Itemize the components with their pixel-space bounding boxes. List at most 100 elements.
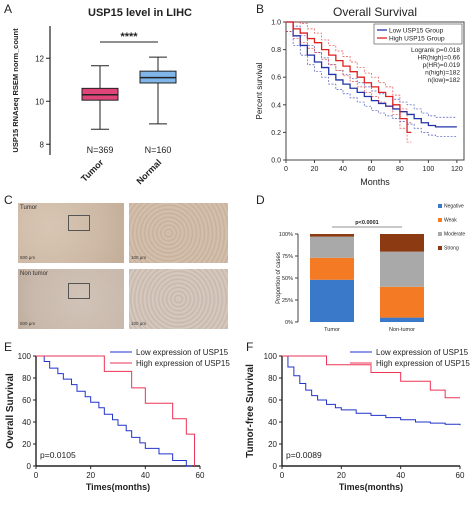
- x-tick-label: Non-tumor: [389, 327, 415, 333]
- y-tick-label: 0: [27, 462, 32, 471]
- x-tick-label: 20: [86, 471, 95, 480]
- legend-entry: Low expression of USP15: [136, 348, 229, 357]
- x-tick-label: Normal: [134, 157, 163, 186]
- survival-line-low-expression-of-usp15: [282, 355, 461, 426]
- y-tick-label: 0.4: [271, 102, 281, 109]
- n-label: N=160: [145, 145, 172, 155]
- y-tick-label: 20: [22, 440, 31, 449]
- survival-line-high-expression-of-usp15: [36, 355, 196, 466]
- bar-segment-weak: [310, 257, 354, 280]
- x-tick-label: 0: [284, 166, 288, 173]
- panel-label-f: F: [246, 340, 254, 354]
- x-tick-label: 40: [339, 166, 347, 173]
- micro-tumor-low: Tumor 500 μm: [18, 203, 124, 263]
- survival-line-low-expression-of-usp15: [36, 355, 192, 467]
- legend-entry: Weak: [444, 218, 457, 224]
- legend-entry: Low expression of USP15: [376, 348, 469, 357]
- scale-bar-label: 500 μm: [20, 321, 36, 326]
- y-tick-label: 20: [268, 440, 277, 449]
- x-tick-label: 40: [396, 471, 405, 480]
- y-axis-label: Overall Survival: [5, 373, 16, 449]
- bar-segment-moderate: [380, 251, 424, 287]
- chart-title: USP15 level in LIHC: [88, 7, 192, 19]
- y-tick-label: 80: [22, 374, 31, 383]
- panel-label-c: C: [4, 193, 13, 207]
- scale-bar-label: 100 μm: [131, 321, 147, 326]
- bar-segment-negative: [380, 317, 424, 322]
- bar-segment-negative: [310, 279, 354, 322]
- x-tick-label: 60: [456, 471, 465, 480]
- ci-lower-line: [286, 31, 412, 143]
- panel-label-d: D: [256, 193, 265, 207]
- y-tick-label: 60: [22, 396, 31, 405]
- y-tick-label: 0.0: [271, 158, 281, 165]
- y-tick-label: 60: [268, 396, 277, 405]
- x-tick-label: Tumor: [324, 327, 340, 333]
- x-tick-label: 100: [423, 166, 435, 173]
- stat-label: Logrank p=0.018: [411, 47, 460, 54]
- y-axis-label: Proportion of cases: [276, 252, 282, 304]
- stat-label: HR(high)=0.66: [418, 55, 461, 62]
- x-tick-label: Tumor: [79, 157, 106, 184]
- x-tick-label: 80: [396, 166, 404, 173]
- y-tick-label: 25%: [282, 298, 293, 304]
- panel-d-stacked-bar: 0% 25% 50% 75% 100% Proportion of cases Tumor N…: [276, 204, 465, 334]
- x-tick-label: 60: [196, 471, 205, 480]
- x-tick-label: 120: [451, 166, 463, 173]
- panel-label-e: E: [4, 340, 13, 354]
- y-tick-label: 0: [273, 462, 278, 471]
- stat-label: n(low)=182: [428, 77, 461, 84]
- x-tick-label: 20: [311, 166, 319, 173]
- bar-segment-strong: [310, 234, 354, 237]
- y-tick-label: 40: [22, 418, 31, 427]
- stat-label: p(HR)=0.019: [423, 62, 461, 69]
- micro-nontumor-high: 100 μm: [129, 269, 228, 329]
- legend-box: [373, 23, 463, 45]
- n-label: N=369: [87, 145, 114, 155]
- y-tick-label: 40: [268, 418, 277, 427]
- panel-b-km-plot: Overall Survival 0 20 40 60 80 100 120 0.0 0.2 0.4…: [255, 5, 465, 187]
- scale-bar-label: 500 μm: [20, 255, 36, 260]
- ci-lower-line: [286, 31, 457, 137]
- zoom-box: [68, 283, 90, 299]
- y-tick-label: 0.2: [271, 130, 281, 137]
- y-tick-label: 1.0: [271, 20, 281, 27]
- y-tick-label: 0%: [285, 320, 293, 326]
- legend-swatch: [438, 204, 442, 208]
- chart-title: Overall Survival: [333, 5, 417, 19]
- y-tick-label: 80: [268, 374, 277, 383]
- survival-line-low-usp15-group: [286, 21, 457, 128]
- zoom-box: [68, 215, 90, 231]
- panel-label-a: A: [4, 2, 13, 16]
- panel-f-km-plot: 0 20 40 60 80 100 0 20 40 60 Times(months) Tumor-fr…: [245, 348, 470, 492]
- micro-tumor-high: 100 μm: [129, 203, 228, 263]
- bar-segment-weak: [380, 286, 424, 318]
- bar-segment-strong: [380, 234, 424, 252]
- pvalue-label: p=0.0105: [40, 450, 76, 460]
- legend-entry: High expression of USP15: [376, 359, 470, 368]
- x-tick-label: 0: [34, 471, 39, 480]
- x-axis-label: Times(months): [339, 482, 403, 492]
- micro-nontumor-low: Non tumor 500 μm: [18, 269, 124, 329]
- legend-entry: Strong: [444, 246, 459, 252]
- pvalue-label: p=0.0089: [286, 450, 322, 460]
- y-tick-label: 100%: [279, 232, 293, 238]
- plot-frame: [285, 21, 465, 161]
- legend-entry: Low USP15 Group: [389, 28, 444, 35]
- x-axis-label: Times(months): [86, 482, 150, 492]
- legend-swatch: [438, 246, 442, 250]
- panel-a-boxplot: USP15 level in LIHC 8 10 12 USP15 RNAseq RSE…: [11, 7, 192, 186]
- x-axis-label: Months: [360, 177, 390, 187]
- ci-upper-line: [286, 21, 412, 124]
- bar-segment-moderate: [310, 236, 354, 258]
- y-axis-label: Tumor-free Survival: [245, 364, 256, 458]
- legend-swatch: [438, 218, 442, 222]
- stat-label: n(high)=182: [425, 70, 460, 77]
- scale-bar-label: 100 μm: [131, 255, 147, 260]
- survival-line-high-usp15-group: [286, 21, 412, 134]
- pvalue-label: p<0.0001: [355, 220, 378, 226]
- panel-c-ihc-images: Tumor 500 μm 100 μm Non tumor 500 μm 100…: [18, 203, 228, 329]
- y-tick-label: 10: [35, 97, 44, 106]
- x-tick-label: 60: [368, 166, 376, 173]
- y-tick-label: 50%: [282, 276, 293, 282]
